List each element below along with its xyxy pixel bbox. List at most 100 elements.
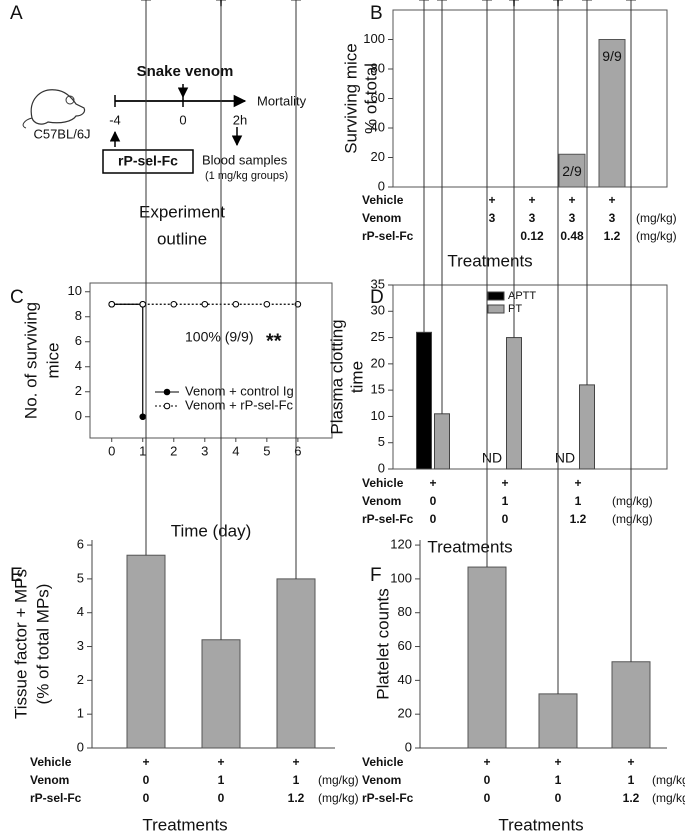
y-tick-label: 4 (77, 604, 84, 619)
row-label: Venom (362, 211, 401, 225)
y-tick-label: 120 (390, 537, 412, 552)
table-cell: 0 (430, 494, 437, 508)
time-label: 0 (179, 112, 186, 127)
x-axis-label: Treatments (427, 537, 512, 556)
y-tick-label: 20 (371, 355, 385, 370)
bar (416, 331, 432, 470)
caption: Experiment (139, 202, 225, 221)
mouse-icon (30, 89, 86, 125)
strain: C57BL/6J (33, 126, 90, 141)
significance-marker: ** (266, 330, 282, 352)
y-axis-label: (% of total MPs) (33, 584, 52, 705)
plot-frame (392, 284, 668, 470)
table-cell: 0 (218, 791, 225, 805)
y-tick-label: 4 (75, 358, 82, 373)
bar (558, 153, 586, 188)
unit-label: (mg/kg) (636, 211, 677, 225)
bar (579, 384, 595, 470)
y-tick-label: 3 (77, 638, 84, 653)
y-axis-label: Tissue factor + MPs (11, 569, 30, 719)
x-tick-label: 4 (232, 443, 239, 458)
y-tick-label: 6 (75, 333, 82, 348)
significance-marker: † (509, 0, 519, 9)
table-cell: 1 (293, 773, 300, 787)
legend-label: PT (508, 303, 522, 315)
x-tick-label: 1 (139, 443, 146, 458)
table-cell: 0 (484, 791, 491, 805)
x-tick-label: 3 (201, 443, 208, 458)
significance-marker: * (583, 0, 590, 9)
table-cell: 1 (218, 773, 225, 787)
table-cell: 0 (484, 773, 491, 787)
legend-label: APTT (508, 290, 536, 302)
outcome: Mortality (257, 93, 307, 108)
y-tick-label: 10 (68, 283, 82, 298)
row-label: Vehicle (362, 755, 404, 769)
y-tick-label: 20 (398, 706, 412, 721)
x-axis-label: Treatments (447, 251, 532, 270)
table-cell: 0 (430, 512, 437, 526)
row-label: Vehicle (362, 476, 404, 490)
bar (201, 639, 241, 749)
legend-label: Venom + control Ig (185, 383, 294, 398)
y-tick-label: 8 (75, 308, 82, 323)
table-cell: 1.2 (623, 791, 640, 805)
significance-marker: * (292, 0, 299, 9)
mouse-tail (22, 117, 33, 129)
y-axis-label: mice (43, 343, 62, 379)
panel-label: D (370, 287, 384, 308)
y-tick-label: 100 (363, 31, 385, 46)
table-cell: + (554, 755, 561, 769)
line (111, 303, 144, 417)
table-cell: 1 (555, 773, 562, 787)
sampling: Blood samples (202, 152, 288, 167)
legend-marker (163, 402, 171, 410)
y-tick-label: 0 (77, 739, 84, 754)
y-tick-label: 0 (378, 178, 385, 193)
y-tick-label: 0 (378, 460, 385, 475)
y-tick-label: 60 (398, 638, 412, 653)
table-cell: 0.12 (520, 229, 544, 243)
bar (126, 554, 166, 749)
y-tick-label: 35 (371, 276, 385, 291)
y-tick-label: 2 (75, 383, 82, 398)
x-axis-label: Treatments (142, 815, 227, 833)
panel-label: F (370, 565, 382, 586)
table-cell: 3 (609, 211, 616, 225)
row-label: Venom (362, 773, 401, 787)
y-tick-label: 60 (371, 90, 385, 105)
x-axis-label: Treatments (498, 815, 583, 833)
point (139, 413, 147, 421)
y-axis-label: time (347, 361, 366, 393)
row-label: Venom (362, 494, 401, 508)
y-tick-label: 1 (77, 706, 84, 721)
panel-label: A (10, 3, 23, 24)
annotation: 100% (9/9) (185, 329, 253, 345)
x-tick-label: 6 (294, 443, 301, 458)
value-label: ND (555, 450, 575, 466)
time-label: 2h (233, 112, 247, 127)
bar (538, 693, 578, 749)
table-cell: + (574, 476, 581, 490)
table-cell: 3 (529, 211, 536, 225)
row-label: Venom (30, 773, 69, 787)
point (232, 300, 240, 308)
x-tick-label: 5 (263, 443, 270, 458)
unit-label: (mg/kg) (318, 791, 359, 805)
y-axis-label: Plasma clotting (327, 319, 346, 434)
table-cell: + (217, 755, 224, 769)
y-tick-label: 80 (371, 60, 385, 75)
bar (467, 566, 507, 749)
unit-label: (mg/kg) (652, 773, 685, 787)
event: Snake venom (137, 63, 234, 80)
y-tick-label: 15 (371, 382, 385, 397)
row-label: Vehicle (362, 193, 404, 207)
mouse-ear (65, 95, 75, 105)
y-axis-label: Platelet counts (373, 588, 392, 700)
plot-frame (392, 9, 668, 188)
y-tick-label: 40 (371, 119, 385, 134)
panel-label: C (10, 287, 24, 308)
point (139, 300, 147, 308)
y-axis-label: No. of surviving (21, 302, 40, 419)
